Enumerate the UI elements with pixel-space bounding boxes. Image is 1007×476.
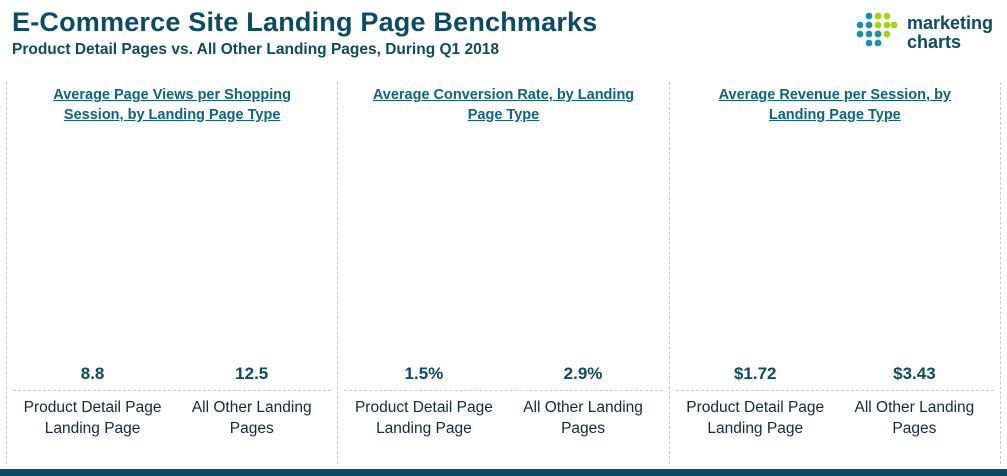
chart-title: Average Revenue per Session, by Landing …: [718, 87, 951, 123]
plot-area: 8.8 12.5: [13, 142, 332, 391]
footer-accent-bar: [0, 469, 1007, 476]
bar-group: 1.5%: [352, 364, 495, 390]
category-label: Product Detail Page Landing Page: [686, 399, 825, 437]
category-labels: Product Detail Page Landing Page All Oth…: [344, 391, 662, 440]
bar-value-label: 12.5: [235, 364, 269, 383]
dot-grid-icon: [855, 10, 899, 55]
logo-word-charts: charts: [906, 31, 961, 52]
bar-value-label: $3.43: [893, 364, 936, 383]
chart-panel-page-views: Average Page Views per Shopping Session,…: [6, 82, 337, 464]
category-label: All Other Landing Pages: [523, 399, 643, 437]
bar-group: 2.9%: [511, 364, 654, 390]
chart-title: Average Conversion Rate, by Landing Page…: [372, 87, 635, 123]
category-label: Product Detail Page Landing Page: [354, 399, 493, 437]
bar-group: 8.8: [21, 364, 164, 390]
bar-group: $1.72: [684, 364, 827, 390]
bar-group: 12.5: [180, 364, 323, 390]
logo-wordmark: marketing charts: [906, 12, 993, 52]
page-title: E-Commerce Site Landing Page Benchmarks: [12, 7, 598, 37]
bar-value-label: $1.72: [733, 364, 777, 383]
bar-value-label: 8.8: [80, 364, 105, 383]
logo-word-marketing: marketing: [906, 12, 993, 33]
chart-title: Average Page Views per Shopping Session,…: [53, 87, 292, 123]
chart-panel-conversion-rate: Average Conversion Rate, by Landing Page…: [337, 82, 668, 464]
marketing-charts-logo: marketing charts: [855, 10, 993, 55]
bar-group: $3.43: [843, 364, 986, 390]
category-label: All Other Landing Pages: [191, 399, 312, 437]
category-label: All Other Landing Pages: [854, 399, 975, 437]
plot-area: 1.5% 2.9%: [344, 142, 663, 391]
page-subtitle: Product Detail Pages vs. All Other Landi…: [12, 41, 499, 59]
header: E-Commerce Site Landing Page Benchmarks …: [0, 0, 1007, 78]
header-text-block: E-Commerce Site Landing Page Benchmarks …: [12, 6, 597, 59]
chart-panel-revenue: Average Revenue per Session, by Landing …: [668, 82, 1001, 464]
charts-row: Average Page Views per Shopping Session,…: [6, 82, 1001, 464]
category-labels: Product Detail Page Landing Page All Oth…: [13, 391, 331, 440]
category-labels: Product Detail Page Landing Page All Oth…: [676, 391, 994, 440]
category-label: Product Detail Page Landing Page: [23, 399, 162, 437]
bar-value-label: 1.5%: [404, 364, 444, 383]
bar-value-label: 2.9%: [563, 364, 603, 383]
plot-area: $1.72 $3.43: [675, 142, 994, 391]
